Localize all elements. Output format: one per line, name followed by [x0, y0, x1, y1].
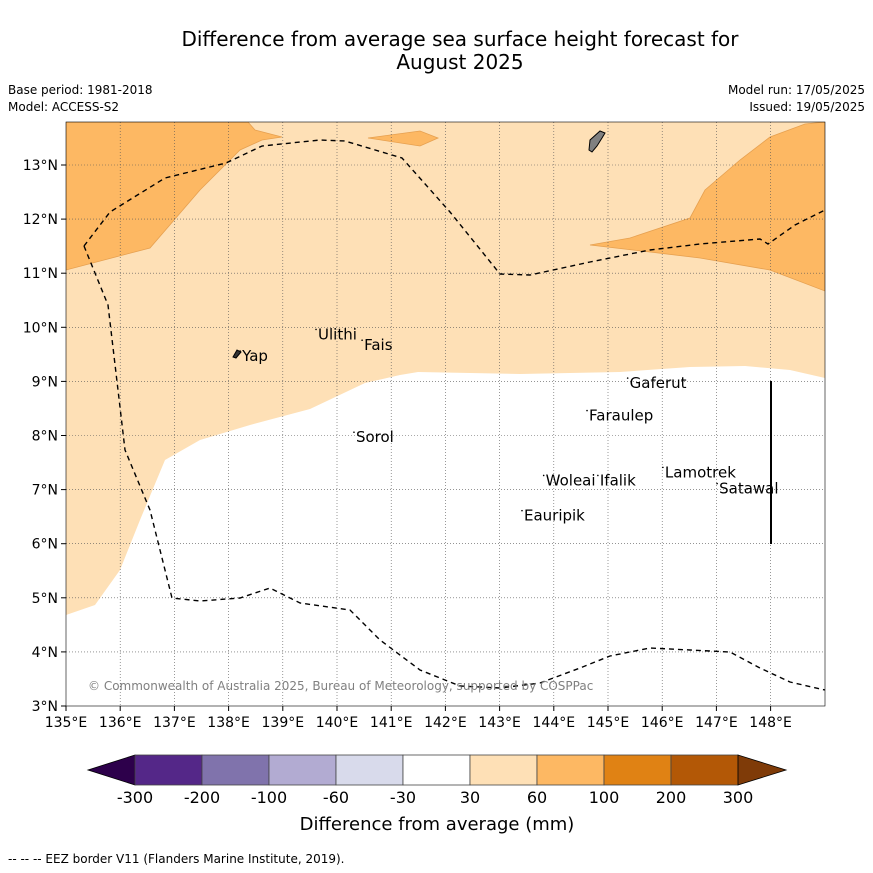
colorbar-tick-label: 200	[656, 788, 687, 807]
lon-tick-label: 141°E	[370, 715, 413, 731]
colorbar-extend-high	[737, 754, 788, 786]
colorbar-tick-label: -60	[323, 788, 349, 807]
place-labels: Yap Ulithi Fais Gaferut Faraulep Sorol Woleai I…	[239, 325, 779, 525]
colorbar-swatch	[402, 754, 471, 786]
place-marker	[716, 482, 718, 485]
colorbar-swatch	[469, 754, 538, 786]
lon-tick-label: 144°E	[533, 715, 576, 731]
meta-right: Model run: 17/05/2025 Issued: 19/05/2025	[728, 82, 865, 116]
lat-tick-label: 9°N	[32, 374, 58, 390]
colorbar-tick-label: 300	[723, 788, 754, 807]
longitude-axis: 135°E 136°E 137°E 138°E 139°E 140°E 141°E 142°E…	[45, 706, 792, 731]
place-label: Sorol	[356, 428, 394, 446]
colorbar-swatch	[603, 754, 672, 786]
lon-tick-label: 147°E	[695, 715, 738, 731]
colorbar-extend-low	[86, 754, 136, 786]
place-label: Eauripik	[524, 507, 585, 525]
colorbar-tick-label: -100	[251, 788, 287, 807]
chart-title: Difference from average sea surface heig…	[80, 28, 840, 74]
lon-tick-label: 146°E	[641, 715, 684, 731]
lat-tick-label: 4°N	[32, 645, 58, 661]
place-label: Satawal	[719, 480, 778, 498]
place-marker	[315, 328, 317, 331]
lon-tick-label: 142°E	[424, 715, 467, 731]
colorbar-swatch	[335, 754, 404, 786]
lat-tick-label: 6°N	[32, 537, 58, 553]
title-line-2: August 2025	[396, 50, 524, 74]
colorbar-tick-label: -300	[117, 788, 153, 807]
colorbar-tick-label: -30	[390, 788, 416, 807]
lat-tick-label: 10°N	[23, 320, 58, 336]
lon-tick-label: 145°E	[587, 715, 630, 731]
base-period: Base period: 1981-2018	[8, 83, 153, 97]
colorbar-tick-label: 30	[460, 788, 480, 807]
map-area: Yap Ulithi Fais Gaferut Faraulep Sorol Woleai I…	[66, 122, 825, 706]
place-label: Gaferut	[630, 374, 687, 392]
legend-footer: -- -- -- EEZ border V11 (Flanders Marine…	[8, 852, 345, 866]
place-marker	[542, 474, 545, 477]
colorbar-swatch	[536, 754, 605, 786]
land-masses	[232, 130, 606, 359]
place-marker	[662, 466, 664, 469]
lon-tick-label: 138°E	[207, 715, 250, 731]
place-label: Faraulep	[589, 407, 653, 425]
model-name: Model: ACCESS-S2	[8, 100, 120, 114]
lon-tick-label: 136°E	[99, 715, 142, 731]
place-label: Woleai	[546, 471, 596, 489]
eez-border-line	[83, 139, 825, 276]
colorbar-swatch	[670, 754, 739, 786]
lon-tick-label: 135°E	[45, 715, 88, 731]
lon-tick-label: 148°E	[749, 715, 792, 731]
eez-border-line-south	[83, 245, 825, 691]
place-label: Yap	[241, 347, 268, 365]
lat-tick-label: 3°N	[32, 699, 58, 715]
lon-tick-label: 140°E	[316, 715, 359, 731]
colorbar-tick-label: 100	[589, 788, 620, 807]
place-marker	[586, 409, 588, 412]
lat-tick-label: 11°N	[23, 266, 58, 282]
place-marker	[353, 431, 355, 434]
lat-tick-label: 5°N	[32, 591, 58, 607]
map-gridlines	[66, 122, 825, 706]
meta-left: Base period: 1981-2018 Model: ACCESS-S2	[8, 82, 153, 116]
title-line-1: Difference from average sea surface heig…	[181, 27, 739, 51]
lat-tick-label: 13°N	[23, 158, 58, 174]
latitude-axis: 3°N 4°N 5°N 6°N 7°N 8°N 9°N 10°N 11°N 12°N 13°N	[23, 158, 66, 715]
colorbar-swatch	[201, 754, 270, 786]
copyright-text: © Commonwealth of Australia 2025, Bureau…	[88, 679, 593, 693]
place-label: Ulithi	[318, 325, 357, 343]
lat-tick-label: 7°N	[32, 483, 58, 499]
place-label: Fais	[364, 336, 393, 354]
place-marker	[521, 509, 523, 512]
colorbar-tick-label: -200	[184, 788, 220, 807]
lat-tick-label: 8°N	[32, 429, 58, 445]
colorbar: -300 -200 -100 -60 -30 30 60 100 200 300	[86, 754, 788, 807]
lon-tick-label: 139°E	[262, 715, 305, 731]
place-label: Ifalik	[600, 471, 636, 489]
place-marker	[626, 377, 629, 379]
colorbar-swatch	[134, 754, 203, 786]
place-marker	[361, 339, 363, 342]
colorbar-swatch	[268, 754, 337, 786]
guam-land	[588, 130, 606, 153]
place-label: Lamotrek	[665, 463, 736, 481]
colorbar-tick-label: 60	[527, 788, 547, 807]
place-marker	[597, 474, 599, 477]
yap-land	[232, 349, 242, 359]
colorbar-label: Difference from average (mm)	[300, 814, 575, 835]
place-marker	[239, 350, 241, 352]
model-run: Model run: 17/05/2025	[727, 83, 865, 97]
issued-date: Issued: 19/05/2025	[749, 100, 865, 114]
lon-tick-label: 137°E	[153, 715, 196, 731]
lat-tick-label: 12°N	[23, 212, 58, 228]
lon-tick-label: 143°E	[478, 715, 521, 731]
